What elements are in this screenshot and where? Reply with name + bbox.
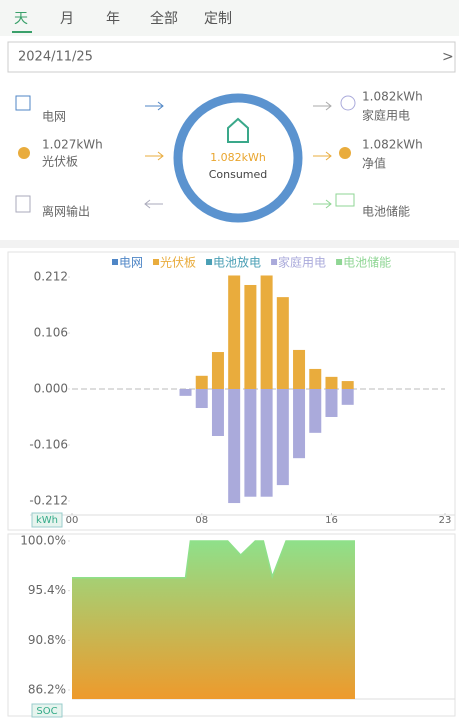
pv-label: 光伏板 (42, 155, 78, 169)
legend-swatch (271, 259, 278, 265)
bar (211, 352, 224, 389)
unit-label: SOC (36, 706, 57, 717)
y-tick-label: 86.2% (28, 683, 66, 697)
x-tick-label: 00 (66, 515, 79, 526)
soc-area (72, 541, 355, 699)
legend-label: 电池储能 (343, 255, 391, 270)
home-label: 家庭用电 (362, 108, 410, 123)
bar (244, 389, 257, 497)
legend-label: 电池放电 (213, 255, 261, 270)
y-tick-label: 95.4% (28, 583, 66, 597)
bar (260, 275, 273, 389)
arrow (145, 151, 164, 161)
bar (195, 375, 208, 389)
y-tick-label: 0.106 (34, 326, 68, 340)
legend-label: 家庭用电 (278, 255, 326, 270)
pv-value: 1.027kWh (42, 138, 103, 152)
legend-swatch (336, 259, 343, 265)
bar (325, 389, 338, 417)
bar (179, 389, 192, 396)
tab[interactable]: 全部 (150, 10, 178, 27)
y-tick-label: 0.212 (34, 270, 68, 284)
bar (325, 376, 338, 389)
soc-line (72, 540, 355, 580)
bar (293, 349, 306, 389)
y-tick-label: 0.000 (34, 382, 68, 396)
bar (260, 389, 273, 497)
offgrid-icon (15, 195, 31, 213)
unit-box (31, 512, 63, 528)
bar (195, 389, 208, 409)
x-tick-label: 23 (439, 515, 452, 526)
battery-label: 电池储能 (362, 204, 410, 219)
date-bar[interactable] (7, 41, 456, 73)
tab[interactable]: 天 (14, 11, 28, 27)
legend-swatch (153, 259, 160, 265)
bar (228, 275, 241, 389)
bar (341, 389, 354, 405)
next-button[interactable]: > (442, 49, 454, 65)
battery-icon (335, 193, 355, 207)
net-icon (339, 147, 351, 159)
bar (276, 389, 289, 486)
legend-label: 电网 (119, 256, 143, 270)
house-icon (227, 117, 249, 143)
legend-label: 光伏板 (160, 256, 196, 270)
bar (244, 284, 257, 389)
arrow (144, 199, 163, 209)
y-tick-label: -0.106 (29, 437, 68, 451)
consumed-value: 1.082kWh (210, 151, 266, 164)
bar (211, 389, 224, 436)
tab-underline (12, 31, 32, 33)
arrow (313, 199, 332, 209)
arrow (313, 151, 332, 161)
offgrid-label: 离网输出 (42, 204, 90, 219)
date: 2024/11/25 (18, 50, 93, 65)
arrow (313, 101, 332, 111)
net-label: 净值 (362, 156, 386, 171)
tab-bar (0, 0, 459, 36)
pv-icon (18, 147, 30, 159)
arrow (145, 101, 164, 111)
bar (309, 389, 322, 433)
energy-flow: 电网 1.027kWh 光伏板 离网输出 1.082kWh Consumed 1… (15, 90, 423, 223)
y-tick-label: 90.8% (28, 633, 66, 647)
x-tick-label: 16 (325, 515, 338, 526)
consumption-ring (173, 93, 303, 223)
bar (276, 297, 289, 389)
x-tick-label: 08 (195, 515, 208, 526)
legend-swatch (112, 259, 118, 265)
unit-label: kWh (36, 515, 58, 526)
home-value: 1.082kWh (362, 90, 423, 104)
y-tick-label: -0.212 (29, 493, 68, 507)
unit-box (31, 703, 63, 718)
bar (228, 389, 241, 504)
separator (0, 240, 459, 248)
tab[interactable]: 定制 (204, 11, 232, 27)
tab[interactable]: 月 (60, 11, 74, 27)
legend-swatch (206, 259, 213, 265)
tab[interactable]: 年 (106, 11, 120, 27)
grid-label: 电网 (42, 110, 66, 124)
bar (293, 389, 306, 459)
home-icon (340, 95, 356, 111)
grid-icon (15, 95, 31, 111)
consumed-label: Consumed (209, 168, 268, 181)
bar (341, 381, 354, 389)
y-tick-label: 100.0% (20, 534, 66, 548)
net-value: 1.082kWh (362, 138, 423, 152)
bar (309, 368, 322, 389)
